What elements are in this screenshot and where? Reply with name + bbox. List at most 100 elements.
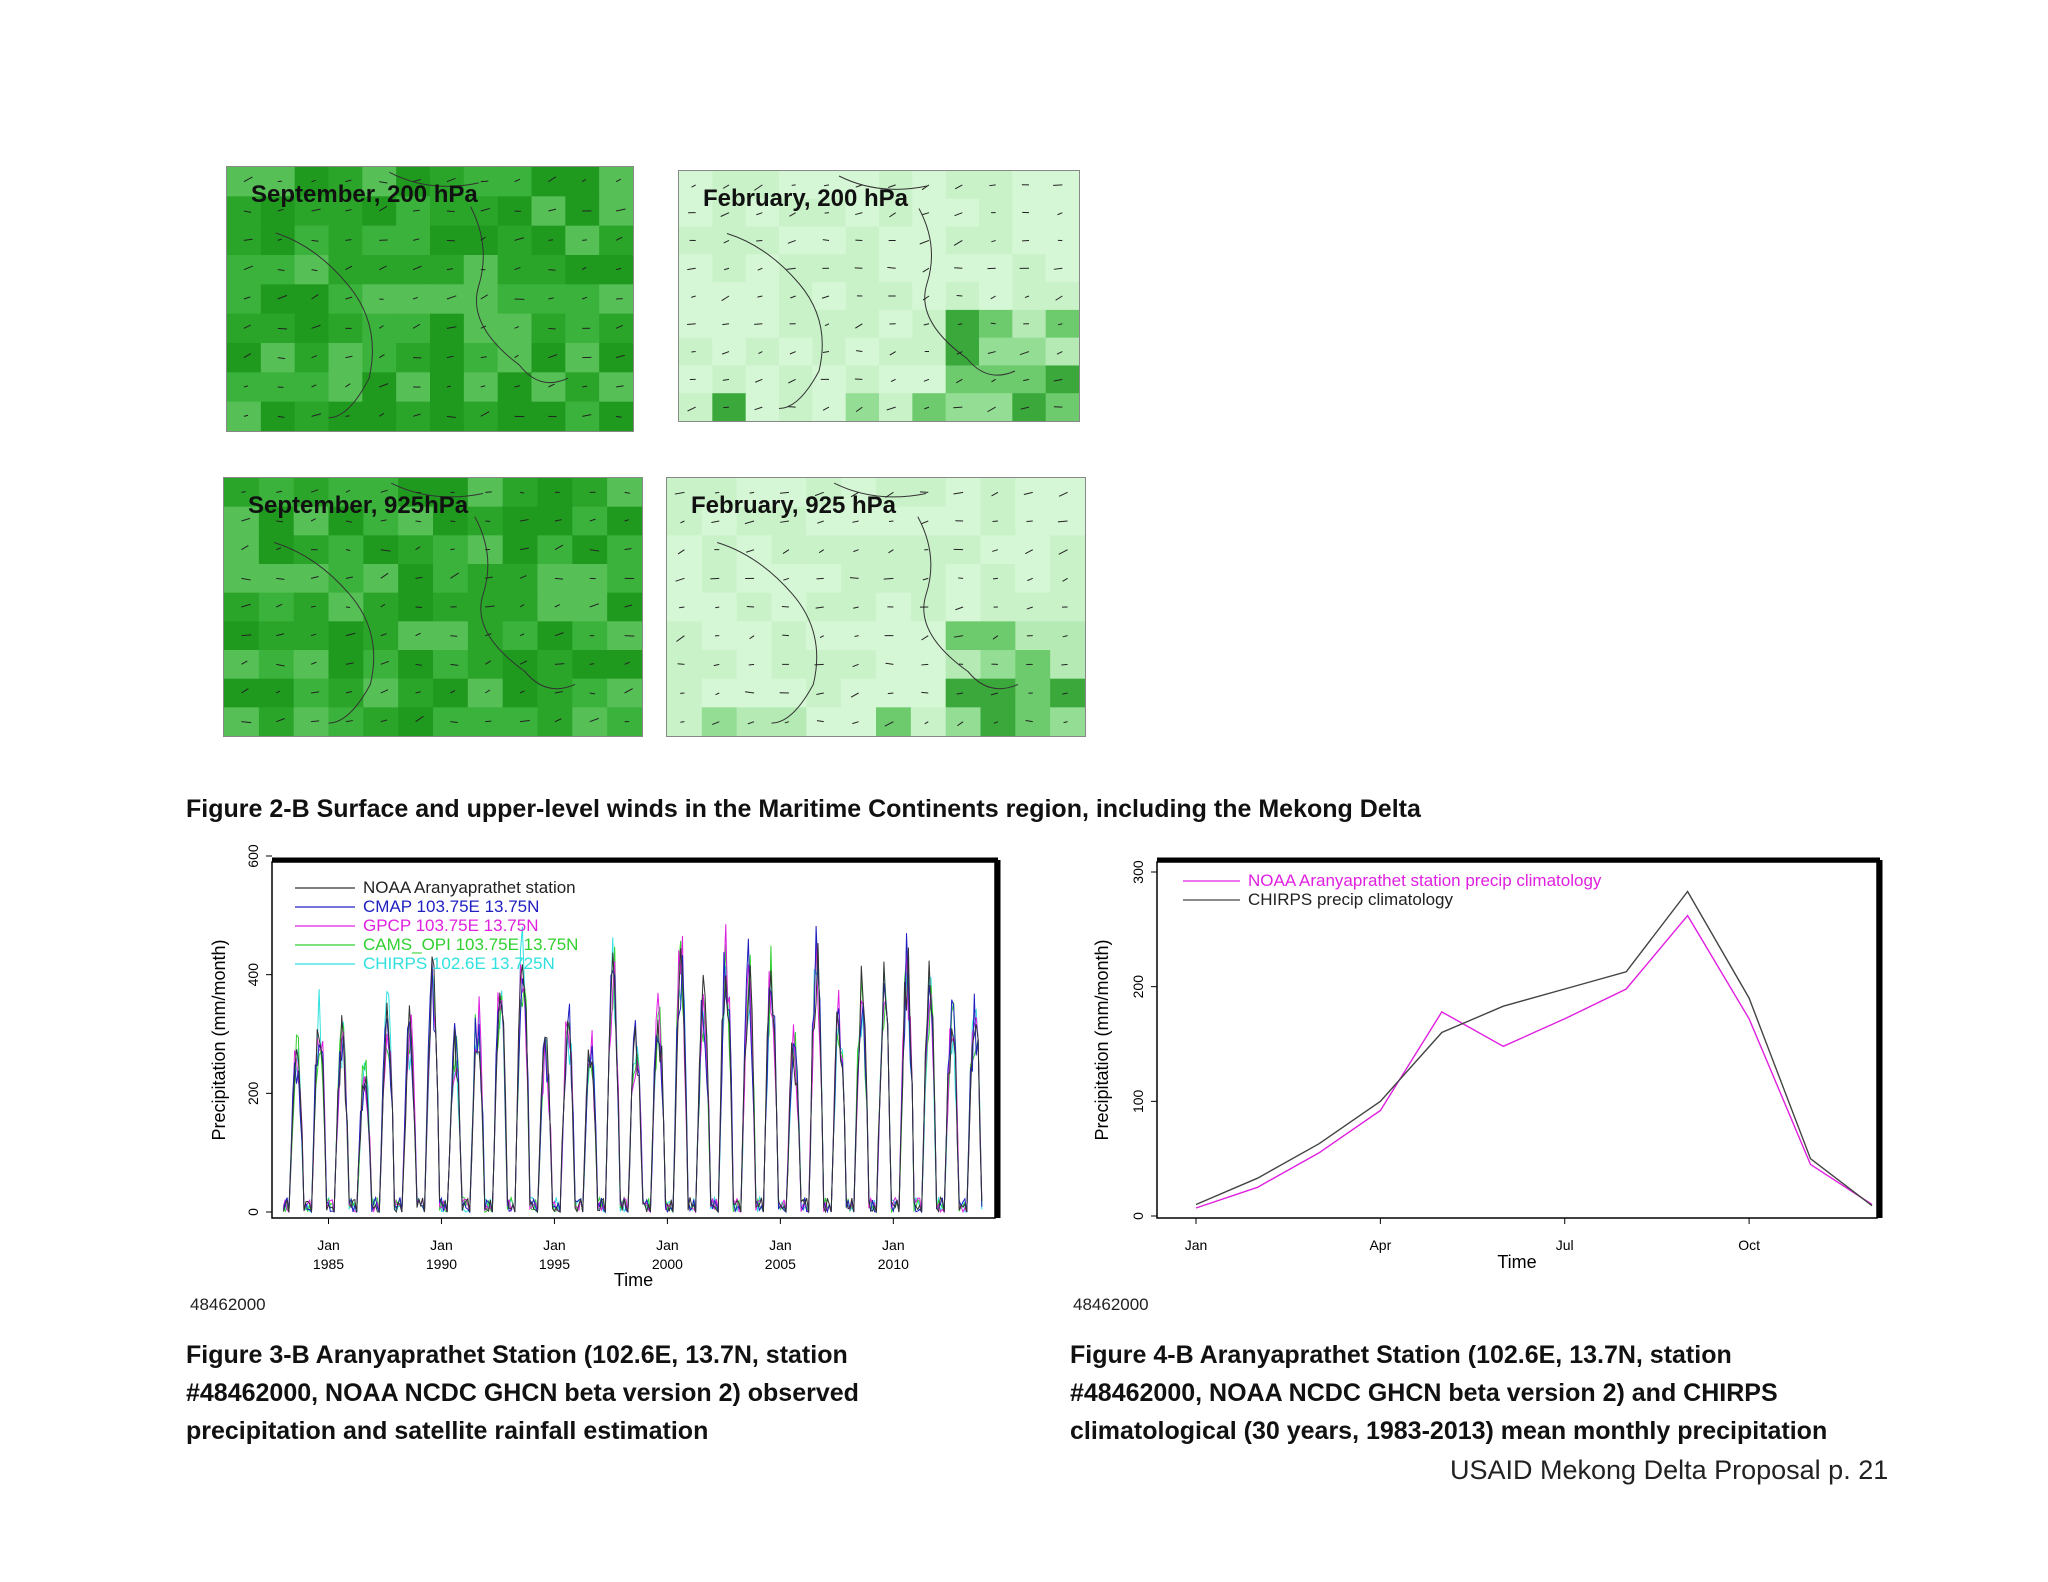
y-tick-label: 100 bbox=[1130, 1089, 1146, 1113]
wind-arrow bbox=[345, 383, 351, 388]
map-cell bbox=[433, 564, 469, 594]
map-cell bbox=[879, 365, 914, 395]
wind-arrow bbox=[624, 519, 629, 522]
wind-arrow bbox=[519, 519, 529, 522]
wind-arrow bbox=[953, 635, 964, 638]
wind-arrow bbox=[345, 239, 352, 241]
wind-arrow bbox=[624, 661, 630, 665]
map-cell bbox=[599, 255, 633, 286]
map-cell bbox=[771, 506, 808, 537]
wind-arrow bbox=[345, 576, 354, 579]
map-cell bbox=[845, 226, 880, 256]
wind-arrow bbox=[921, 635, 929, 641]
map-cell bbox=[1015, 564, 1052, 594]
map-cell bbox=[293, 506, 330, 537]
wind-arrow bbox=[276, 577, 285, 580]
map-cell bbox=[294, 167, 330, 198]
map-cell bbox=[912, 282, 947, 311]
wind-arrow bbox=[277, 294, 288, 300]
map-cell bbox=[537, 592, 574, 623]
map-cell bbox=[1015, 535, 1052, 565]
wind-arrow bbox=[519, 660, 528, 665]
map-cell bbox=[502, 678, 539, 709]
wind-arrow bbox=[852, 721, 859, 725]
map-cell bbox=[945, 678, 982, 709]
map-cell bbox=[667, 707, 703, 736]
wind-arrow bbox=[787, 406, 796, 408]
map-cell bbox=[227, 313, 262, 344]
map-cell bbox=[1012, 282, 1047, 311]
caption-line: Figure 3-B Aranyaprathet Station (102.6E… bbox=[186, 1341, 848, 1369]
map-title: September, 925hPa bbox=[248, 492, 469, 519]
map-cell bbox=[979, 254, 1014, 284]
x-tick-month: Jan bbox=[430, 1237, 453, 1253]
wind-arrow bbox=[276, 633, 285, 637]
map-cell bbox=[224, 621, 260, 651]
coastline bbox=[726, 233, 823, 409]
map-cell bbox=[599, 167, 633, 198]
map-cell bbox=[812, 309, 847, 339]
map-cell bbox=[845, 254, 880, 284]
wind-arrow bbox=[786, 267, 796, 270]
map-cell bbox=[258, 478, 295, 508]
wind-arrow bbox=[415, 520, 422, 523]
caption-line: precipitation and satellite rainfall est… bbox=[186, 1417, 709, 1445]
wind-arrow bbox=[1024, 295, 1030, 299]
wind-arrow bbox=[514, 385, 521, 388]
map-cell bbox=[227, 284, 262, 315]
wind-arrow bbox=[815, 606, 824, 609]
y-tick-label: 0 bbox=[1130, 1212, 1146, 1220]
wind-arrow bbox=[822, 406, 830, 411]
wind-arrow bbox=[412, 413, 421, 417]
map-cell bbox=[945, 365, 980, 395]
wind-arrow bbox=[548, 354, 558, 359]
wind-arrow bbox=[380, 489, 388, 493]
wind-arrow bbox=[589, 518, 596, 522]
wind-arrow bbox=[514, 178, 521, 183]
map-cell bbox=[537, 506, 574, 537]
wind-arrow bbox=[624, 491, 630, 494]
map-cell bbox=[1015, 621, 1052, 651]
wind-arrow bbox=[954, 184, 963, 190]
map-cell bbox=[1012, 337, 1047, 367]
wind-arrow bbox=[450, 663, 459, 666]
figure-3-caption: Figure 3-B Aranyaprathet Station (102.6E… bbox=[186, 1336, 859, 1450]
wind-arrow bbox=[885, 491, 894, 498]
wind-arrow bbox=[311, 413, 322, 417]
wind-arrow bbox=[1019, 351, 1030, 356]
map-cell bbox=[712, 365, 747, 395]
wind-arrow bbox=[243, 296, 251, 300]
map-cell bbox=[1012, 254, 1047, 284]
legend-name: CAMS_OPI bbox=[363, 935, 451, 954]
wind-arrow bbox=[243, 353, 252, 359]
map-cell bbox=[565, 225, 601, 256]
map-cell bbox=[745, 309, 780, 339]
map-cell bbox=[294, 284, 330, 315]
map-cell bbox=[945, 592, 982, 623]
wind-arrow bbox=[1062, 635, 1068, 638]
wind-arrow bbox=[415, 546, 421, 551]
wind-arrow bbox=[554, 718, 562, 723]
wind-arrow bbox=[885, 662, 894, 665]
map-cell bbox=[224, 478, 260, 508]
map-cell bbox=[945, 337, 980, 367]
map-cell bbox=[599, 313, 633, 344]
legend-name: GPCP bbox=[363, 916, 411, 935]
wind-arrow bbox=[1058, 491, 1068, 497]
caption-line: climatological (30 years, 1983-2013) mea… bbox=[1070, 1417, 1828, 1445]
wind-arrow bbox=[714, 491, 720, 494]
map-cell bbox=[1015, 650, 1052, 680]
map-cell bbox=[945, 226, 980, 256]
wind-arrow bbox=[446, 177, 456, 183]
wind-arrow bbox=[615, 354, 625, 359]
map-cell bbox=[745, 337, 780, 367]
wind-arrow bbox=[956, 692, 964, 695]
figure-2-caption: Figure 2-B Surface and upper-level winds… bbox=[186, 795, 1421, 823]
map-cell bbox=[712, 282, 747, 311]
map-cell bbox=[260, 284, 296, 315]
wind-arrow bbox=[1023, 378, 1030, 382]
map-cell bbox=[945, 478, 982, 508]
map-cell bbox=[398, 564, 434, 594]
map-cell bbox=[667, 478, 703, 508]
coastline bbox=[274, 542, 375, 724]
